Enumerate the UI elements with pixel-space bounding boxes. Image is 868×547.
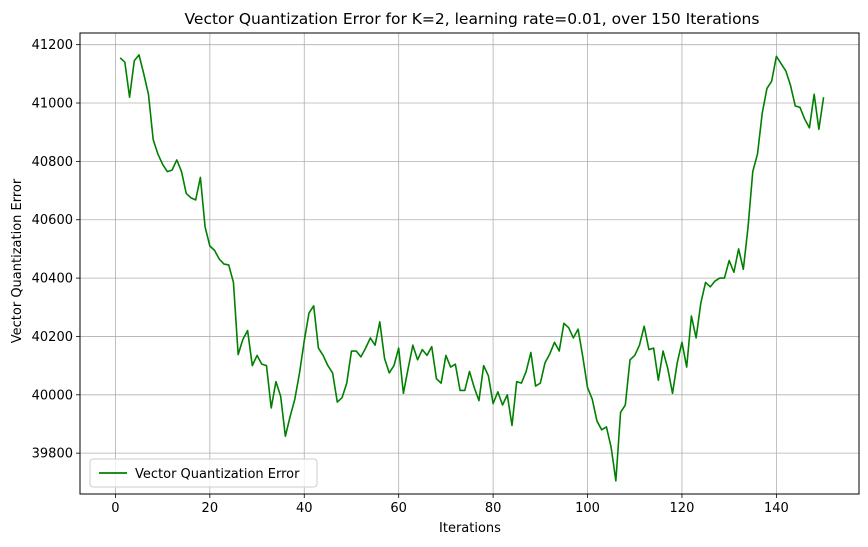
plot-frame [79, 32, 860, 495]
x-tick-label: 80 [485, 501, 502, 516]
legend-box [89, 458, 318, 488]
y-tick-label: 40000 [32, 388, 73, 403]
x-tick-label: 140 [764, 501, 789, 516]
chart-title: Vector Quantization Error for K=2, learn… [185, 10, 760, 28]
y-axis-label: Vector Quantization Error [10, 178, 25, 343]
y-tick-label: 41000 [32, 97, 73, 112]
y-tick-label: 40400 [32, 272, 73, 287]
series-line [119, 54, 825, 482]
x-tick-label: 60 [390, 501, 407, 516]
x-axis-ticks: 0 20 40 60 80 100 120 140 [111, 494, 789, 516]
x-axis-label: Iterations [439, 521, 501, 536]
y-tick-label: 40800 [32, 155, 73, 170]
y-tick-label: 41200 [32, 38, 73, 53]
y-axis-ticks: 39800 40000 40200 40400 40600 40800 41000 41200 [32, 38, 80, 462]
y-tick-label: 40200 [32, 330, 73, 345]
x-tick-label: 100 [575, 501, 600, 516]
x-tick-label: 40 [296, 501, 313, 516]
legend-label: Vector Quantization Error [135, 467, 300, 482]
legend: Vector Quantization Error [89, 458, 318, 488]
x-tick-label: 120 [670, 501, 695, 516]
y-tick-label: 40600 [32, 213, 73, 228]
y-tick-label: 39800 [32, 447, 73, 462]
x-tick-label: 0 [111, 501, 119, 516]
x-tick-label: 20 [202, 501, 219, 516]
series-layer [119, 54, 825, 482]
grid-lines [80, 33, 859, 494]
